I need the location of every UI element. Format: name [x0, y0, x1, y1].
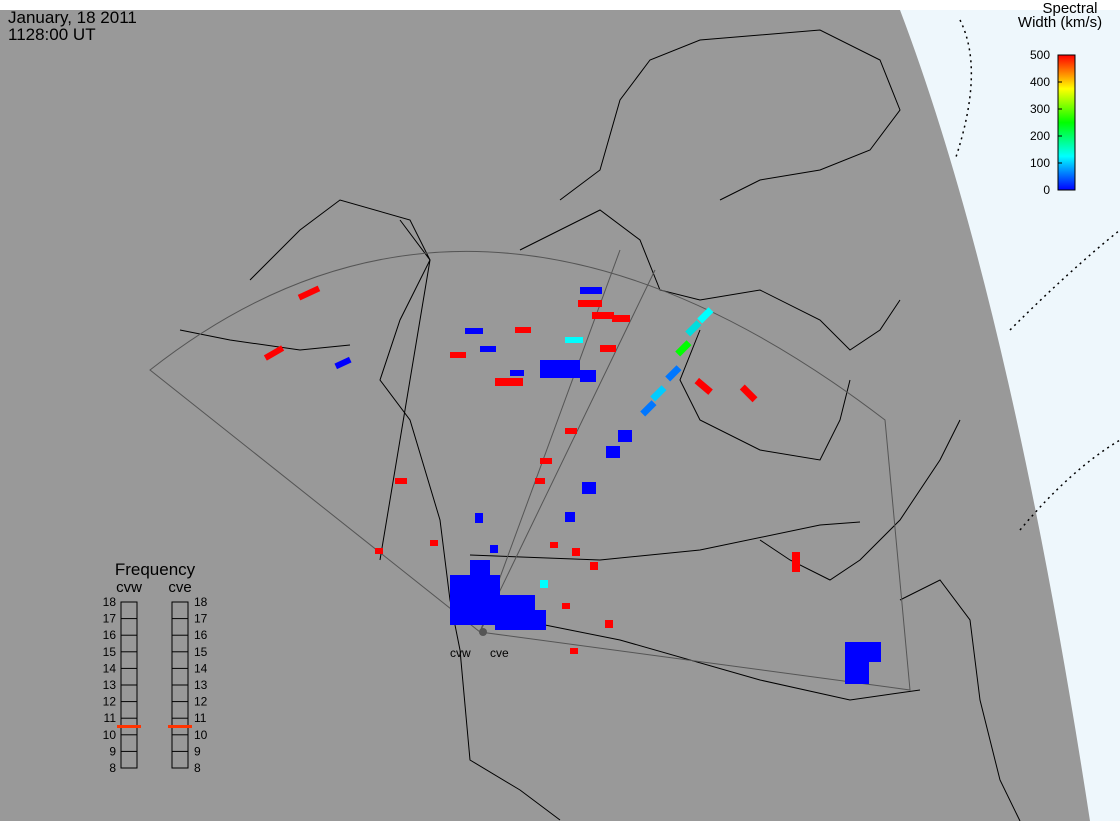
- radar-name: cve: [168, 579, 191, 596]
- gauge-tick-label: 9: [194, 744, 201, 758]
- gauge-tick-label: 11: [104, 711, 117, 725]
- colorbar-title: Spectral: [1042, 0, 1097, 17]
- time: 1128:00 UT: [8, 25, 96, 44]
- top-strip: [0, 0, 1120, 10]
- colorbar-tick-label: 300: [1030, 102, 1050, 116]
- gauge-tick-label: 8: [194, 761, 201, 775]
- date: January, 18 2011: [8, 8, 137, 27]
- radar-fov: [149, 250, 911, 691]
- radar-name: cvw: [116, 579, 142, 596]
- gauge-tick-label: 12: [103, 695, 117, 709]
- colorbar-tick-label: 0: [1043, 183, 1050, 197]
- gauge-tick-label: 10: [194, 728, 208, 742]
- colorbar-tick-label: 200: [1030, 129, 1050, 143]
- gauge-tick-label: 10: [103, 728, 117, 742]
- colorbar-tick-label: 100: [1030, 156, 1050, 170]
- gauge-tick-label: 14: [194, 661, 208, 675]
- gauge-tick-label: 15: [194, 645, 208, 659]
- coastlines: [179, 29, 1021, 822]
- frequency-title: Frequency: [115, 560, 196, 579]
- echoes: [263, 285, 881, 684]
- gauge-tick-label: 9: [109, 744, 116, 758]
- gauge-tick-label: 18: [103, 595, 117, 609]
- grid-circles: [954, 19, 1120, 531]
- gauge-tick-label: 11: [194, 711, 207, 725]
- colorbar: [1057, 54, 1076, 191]
- gauge-tick-label: 13: [194, 678, 208, 692]
- radar-site: [479, 628, 487, 636]
- gauge-tick-label: 8: [109, 761, 116, 775]
- site-label: cvw: [450, 646, 471, 660]
- gauge-tick-label: 13: [103, 678, 117, 692]
- colorbar-tick-label: 500: [1030, 48, 1050, 62]
- gauge-tick-label: 18: [194, 595, 208, 609]
- gauge-tick-label: 16: [103, 628, 117, 642]
- gauge-tick-label: 12: [194, 695, 208, 709]
- gauge-tick-label: 14: [103, 661, 117, 675]
- colorbar-tick-label: 400: [1030, 75, 1050, 89]
- gauge-tick-label: 15: [103, 645, 117, 659]
- site-label: cve: [490, 646, 509, 660]
- colorbar-title: Width (km/s): [1018, 14, 1102, 31]
- gauge-tick-label: 17: [103, 612, 117, 626]
- outer-region: [900, 10, 1120, 821]
- gauge-tick-label: 17: [194, 612, 208, 626]
- gauge-tick-label: 16: [194, 628, 208, 642]
